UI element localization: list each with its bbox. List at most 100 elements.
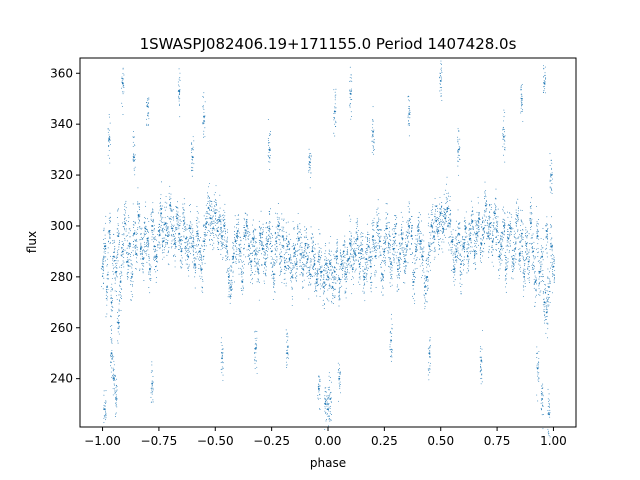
data-point (148, 271, 150, 273)
data-point (202, 279, 203, 280)
data-point (171, 230, 173, 232)
data-point (157, 234, 159, 236)
data-point (475, 242, 477, 244)
data-point (345, 287, 347, 289)
data-point (186, 228, 188, 230)
data-point (289, 243, 290, 245)
data-point (167, 250, 169, 252)
data-point (132, 221, 134, 223)
data-point (415, 259, 417, 261)
data-point (366, 273, 368, 275)
data-point (505, 262, 507, 264)
data-point (275, 226, 277, 228)
data-point (211, 200, 213, 202)
data-point (502, 225, 505, 227)
data-point (304, 226, 306, 228)
data-point (172, 239, 174, 241)
data-point (276, 228, 278, 230)
data-point (188, 264, 190, 266)
data-point (220, 221, 222, 223)
data-point (189, 204, 191, 205)
data-point (213, 201, 215, 202)
data-point (288, 261, 290, 263)
data-point (132, 224, 134, 226)
data-point (412, 253, 413, 255)
data-point (315, 274, 317, 275)
data-point (496, 225, 497, 227)
data-point (300, 237, 302, 239)
data-point (218, 211, 220, 213)
data-point (493, 226, 495, 228)
data-point (160, 226, 162, 228)
data-point (347, 266, 348, 268)
data-point (417, 226, 419, 228)
data-point (319, 251, 321, 253)
data-point (293, 255, 295, 257)
data-point (304, 243, 306, 245)
data-point (317, 268, 319, 270)
data-point (154, 269, 155, 271)
data-point (487, 224, 489, 226)
data-point (281, 281, 283, 283)
data-point (357, 259, 359, 261)
data-point (124, 203, 126, 205)
data-point (418, 212, 420, 214)
data-point (464, 231, 466, 233)
data-point (208, 213, 209, 215)
data-point (268, 230, 270, 232)
data-point (271, 233, 272, 235)
data-point (180, 250, 182, 252)
data-point (144, 230, 146, 232)
data-point (139, 203, 140, 205)
data-point (331, 285, 333, 287)
data-point (264, 267, 265, 269)
data-point (460, 278, 462, 280)
data-point (467, 270, 469, 272)
data-point (240, 271, 242, 273)
data-point (231, 282, 233, 284)
data-point (439, 225, 441, 227)
data-point (201, 276, 203, 278)
data-point (464, 228, 466, 230)
data-point (335, 274, 337, 275)
data-point (479, 249, 481, 251)
data-point (504, 225, 506, 227)
data-point (327, 276, 329, 278)
data-point (450, 252, 452, 254)
data-point (481, 250, 483, 252)
data-point (143, 251, 145, 253)
data-point (116, 235, 118, 237)
data-point (186, 245, 188, 247)
data-point (515, 241, 517, 243)
data-point (436, 206, 438, 207)
data-point (165, 226, 167, 228)
data-point (227, 271, 229, 273)
data-point (431, 211, 433, 213)
data-point (206, 234, 208, 236)
data-point (267, 254, 269, 256)
data-point (265, 250, 267, 252)
data-point (389, 235, 391, 237)
data-point (274, 247, 276, 249)
data-point (265, 253, 267, 255)
data-point (484, 242, 485, 244)
data-point (133, 234, 135, 235)
data-point (116, 267, 118, 269)
data-point (313, 265, 315, 267)
data-point (420, 244, 422, 246)
data-point (223, 227, 225, 229)
data-point (271, 266, 273, 268)
data-point (235, 257, 237, 259)
data-point (411, 243, 413, 245)
data-point (234, 246, 236, 247)
data-point (221, 218, 223, 220)
data-point (303, 255, 305, 257)
data-point (251, 252, 253, 254)
data-point (126, 251, 127, 253)
data-point (447, 223, 449, 225)
data-point (405, 238, 407, 240)
data-point (462, 263, 464, 265)
data-point (362, 258, 364, 260)
data-point (166, 254, 168, 256)
data-point (482, 237, 484, 239)
